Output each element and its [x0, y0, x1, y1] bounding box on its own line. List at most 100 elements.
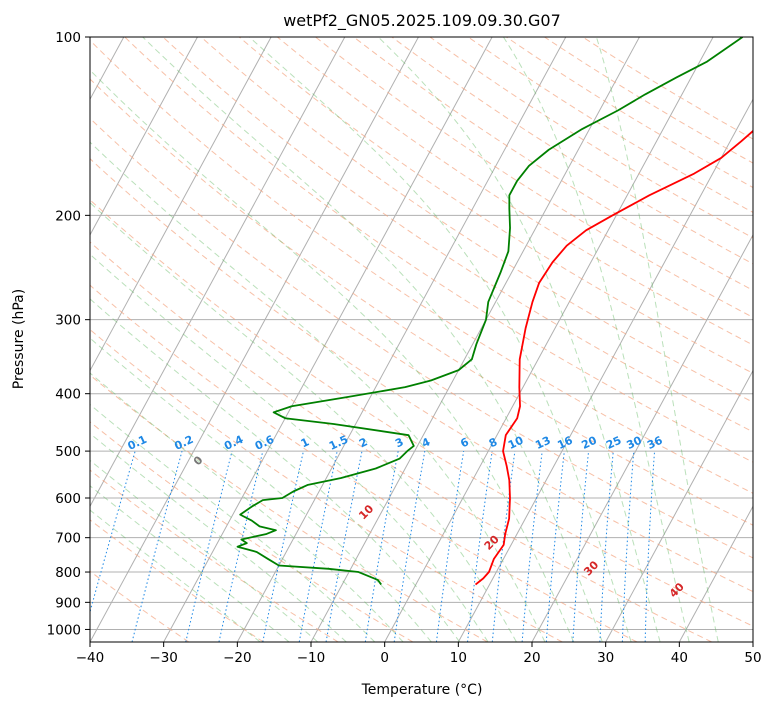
moist-adiabat-line [90, 485, 290, 642]
dry-adiabat-line [315, 37, 753, 318]
dry-adiabat-line [90, 374, 488, 642]
moist-adiabat-line [90, 141, 546, 642]
mixing-ratio-label: 25 [604, 434, 623, 452]
dry-adiabat-line [429, 37, 753, 239]
mixing-ratio-label: 10 [506, 434, 526, 452]
isotherm-line [384, 37, 714, 642]
moist-adiabat-lines [90, 37, 719, 642]
x-tick-label: 50 [744, 650, 761, 666]
mixing-ratio-label: 8 [487, 435, 499, 450]
moist-adiabat-label: 20 [482, 533, 502, 553]
chart-title: wetPf2_GN05.2025.109.09.30.G07 [283, 11, 561, 31]
mixing-ratio-line [393, 451, 426, 642]
y-tick-label: 300 [55, 313, 81, 329]
mixing-ratio-line [298, 450, 338, 642]
isotherm-line [90, 37, 272, 372]
moist-adiabat-label: 0 [191, 453, 206, 468]
isotherm-lines [90, 37, 753, 642]
dry-adiabat-lines [90, 37, 753, 642]
mixing-ratio-label: 4 [420, 435, 433, 450]
moist-adiabat-line [248, 37, 632, 642]
moist-adiabat-line [377, 37, 661, 642]
dry-adiabat-line [124, 37, 753, 463]
mixing-ratio-label: 13 [533, 434, 552, 452]
y-tick-label: 1000 [47, 622, 81, 638]
x-tick-label: 0 [380, 650, 389, 666]
mixing-ratio-label: 20 [580, 434, 600, 452]
isotherm-line [90, 37, 346, 508]
dry-adiabat-line [467, 37, 753, 213]
series-line-2 [236, 37, 744, 586]
mixing-ratio-line [218, 450, 264, 642]
dry-adiabat-line [90, 570, 190, 642]
dry-adiabat-line [162, 37, 753, 433]
y-tick-label: 600 [55, 491, 81, 507]
mixing-ratio-label: 36 [645, 434, 665, 452]
mixing-ratio-label: 0.2 [172, 433, 195, 453]
dry-adiabat-line [90, 328, 563, 642]
moist-adiabat-line [90, 201, 517, 642]
x-tick-label: 30 [597, 650, 614, 666]
isotherm-line [457, 98, 753, 642]
pressure-gridlines [90, 37, 753, 630]
moist-adiabat-label: 10 [356, 502, 376, 522]
dry-adiabat-line [582, 37, 753, 140]
mixing-ratio-label: 16 [555, 434, 575, 452]
dry-adiabat-line [90, 199, 753, 627]
moist-adiabat-label: 30 [581, 558, 601, 578]
moist-adiabat-line [595, 37, 719, 642]
isotherm-line [678, 505, 753, 642]
reference-line-labels: -100-90-80-70-60-50-40-30-20-10010203040… [126, 433, 687, 601]
mixing-ratio-line [325, 451, 363, 642]
sounding-series [236, 37, 753, 586]
moist-adiabat-line [90, 403, 376, 642]
moist-adiabat-line [90, 337, 432, 642]
moist-adiabat-label: 40 [667, 580, 687, 600]
moist-adiabat-line [503, 37, 690, 642]
isotherm-line [163, 37, 493, 642]
y-tick-label: 900 [55, 595, 81, 611]
mixing-ratio-label: 0.1 [126, 433, 149, 453]
moist-adiabat-line [90, 509, 261, 642]
x-tick-label: 10 [450, 650, 467, 666]
y-tick-label: 500 [55, 444, 81, 460]
dry-adiabat-line [90, 158, 753, 593]
isotherm-line [531, 233, 753, 642]
mixing-ratio-line [621, 451, 635, 642]
dry-adiabat-line [353, 37, 753, 291]
y-tick-label: 700 [55, 531, 81, 547]
moist-adiabat-line [90, 253, 489, 642]
dry-adiabat-line [544, 37, 753, 164]
dry-adiabat-line [90, 421, 414, 642]
moist-adiabat-line [90, 372, 404, 642]
isotherm-line [236, 37, 567, 642]
dry-adiabat-line [200, 37, 753, 403]
x-axis-ticks: −40 −30 −20 −10 0 10 20 30 40 50 [76, 642, 762, 666]
mixing-ratio-line [262, 450, 304, 642]
y-tick-label: 400 [55, 387, 81, 403]
isotherm-line [90, 37, 419, 642]
dry-adiabat-line [90, 117, 753, 559]
x-tick-label: −30 [149, 650, 178, 666]
mixing-ratio-line [467, 451, 493, 642]
mixing-ratio-label: 6 [458, 435, 471, 450]
isotherm-line [605, 369, 753, 642]
mixing-ratio-line [364, 451, 399, 642]
dry-adiabat-line [391, 37, 753, 265]
moist-adiabat-line [142, 37, 603, 642]
mixing-ratio-line [131, 450, 183, 642]
dry-adiabat-line [506, 37, 753, 189]
mixing-ratio-label: 3 [393, 435, 405, 450]
moist-adiabat-line [90, 459, 319, 642]
y-axis-label: Pressure (hPa) [11, 289, 27, 389]
moist-adiabat-line [90, 69, 575, 642]
mixing-ratio-line [435, 451, 465, 642]
series-line-1 [474, 129, 753, 586]
dry-adiabat-line [90, 519, 264, 642]
plot-area: -100-90-80-70-60-50-40-30-20-10010203040… [90, 37, 753, 642]
isotherm-line [90, 37, 198, 236]
x-tick-label: 40 [671, 650, 688, 666]
plot-frame [89, 36, 754, 643]
y-tick-label: 100 [55, 30, 81, 46]
x-tick-label: −40 [76, 650, 105, 666]
